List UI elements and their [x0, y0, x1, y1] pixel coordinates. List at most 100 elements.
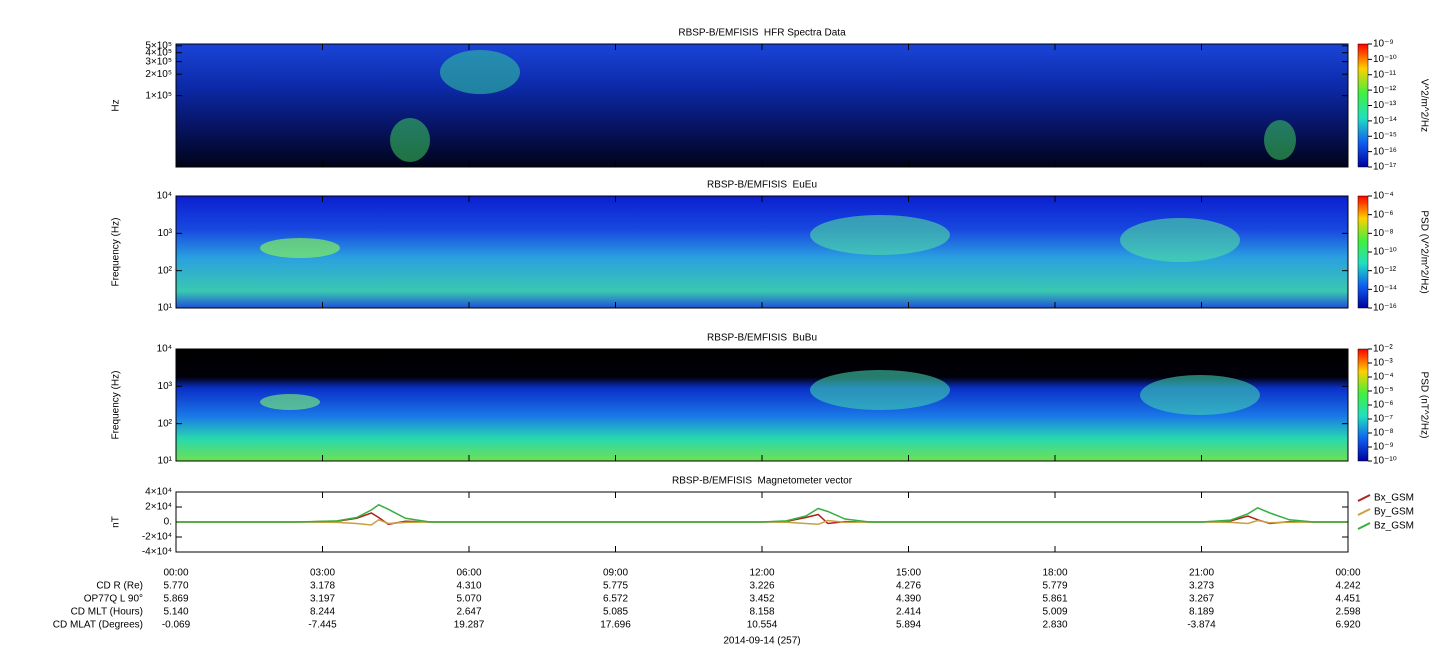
colorbar-tick-label: 10⁻¹⁵ — [1373, 131, 1397, 142]
colorbar-tick-label: 10⁻¹⁰ — [1373, 54, 1397, 65]
ephemeris-value: 10.554 — [747, 620, 778, 631]
panel-frame — [175, 195, 1349, 309]
y-tick-label: 0. — [164, 517, 172, 528]
ephemeris-value: 8.189 — [1189, 607, 1214, 618]
ephemeris-value: 19.287 — [454, 620, 485, 631]
ephemeris-value: 4.390 — [896, 594, 921, 605]
ephemeris-value: 3.226 — [749, 581, 774, 592]
legend-swatch — [1357, 494, 1371, 502]
y-tick-label: 4×10⁵ — [145, 47, 172, 58]
colorbar-tick-label: 10⁻¹³ — [1373, 100, 1397, 111]
colorbar — [1357, 195, 1369, 309]
legend-label: Bz_GSM — [1374, 521, 1414, 532]
colorbar-tick-label: 10⁻³ — [1373, 358, 1393, 369]
x-tick-label: 06:00 — [456, 568, 481, 579]
ephemeris-value: 6.920 — [1335, 620, 1360, 631]
panel-frame — [175, 348, 1349, 462]
y-tick-label: 10³ — [158, 381, 173, 392]
y-tick-label: 3×10⁵ — [145, 56, 172, 67]
ephemeris-label: CD R (Re) — [96, 581, 143, 592]
colorbar-tick-label: 10⁻¹² — [1373, 265, 1397, 276]
y-tick-label: 2×10⁴ — [145, 502, 172, 513]
x-tick-label: 00:00 — [1335, 568, 1360, 579]
colorbar-tick-label: 10⁻⁴ — [1373, 191, 1394, 202]
ephemeris-value: 5.894 — [896, 620, 921, 631]
y-axis-label: Frequency (Hz) — [111, 218, 122, 287]
colorbar — [1357, 43, 1369, 168]
colorbar-tick-label: 10⁻¹⁶ — [1373, 303, 1397, 314]
ephemeris-value: -7.445 — [308, 620, 337, 631]
ephemeris-value: 4.451 — [1335, 594, 1360, 605]
ephemeris-value: 3.273 — [1189, 581, 1214, 592]
ephemeris-value: 3.267 — [1189, 594, 1214, 605]
y-tick-label: 10² — [158, 265, 173, 276]
ephemeris-label: CD MLT (Hours) — [71, 607, 143, 618]
ephemeris-value: 3.178 — [310, 581, 335, 592]
ephemeris-label: OP77Q L 90° — [84, 594, 143, 605]
ephemeris-value: 5.140 — [163, 607, 188, 618]
colorbar — [1357, 348, 1369, 462]
y-tick-label: 10² — [158, 418, 173, 429]
y-tick-label: 10⁴ — [157, 344, 172, 355]
x-tick-label: 03:00 — [310, 568, 335, 579]
ephemeris-value: 5.009 — [1042, 607, 1067, 618]
ephemeris-value: 5.775 — [603, 581, 628, 592]
colorbar-tick-label: 10⁻⁴ — [1373, 372, 1394, 383]
ephemeris-value: 5.861 — [1042, 594, 1067, 605]
ephemeris-value: 8.158 — [749, 607, 774, 618]
ephemeris-value: 3.452 — [749, 594, 774, 605]
y-axis-label: Frequency (Hz) — [111, 371, 122, 440]
ephemeris-value: 5.070 — [456, 594, 481, 605]
colorbar-tick-label: 10⁻⁶ — [1373, 209, 1394, 220]
colorbar-tick-label: 10⁻¹⁰ — [1373, 247, 1397, 258]
ephemeris-value: 2.647 — [456, 607, 481, 618]
legend-swatch — [1357, 508, 1371, 516]
ephemeris-value: 2.830 — [1042, 620, 1067, 631]
colorbar-tick-label: 10⁻¹¹ — [1373, 69, 1397, 80]
series-line — [176, 503, 1348, 523]
y-tick-label: 10³ — [158, 228, 173, 239]
y-tick-label: 2×10⁵ — [145, 69, 172, 80]
y-tick-label: -4×10⁴ — [142, 547, 172, 558]
x-tick-label: 21:00 — [1189, 568, 1214, 579]
ephemeris-value: 2.598 — [1335, 607, 1360, 618]
ephemeris-value: 4.276 — [896, 581, 921, 592]
legend-label: By_GSM — [1374, 507, 1414, 518]
panel-frame — [175, 43, 1349, 168]
colorbar-label: PSD (nT^2/Hz) — [1418, 372, 1429, 439]
x-tick-label: 09:00 — [603, 568, 628, 579]
x-tick-label: 12:00 — [749, 568, 774, 579]
colorbar-tick-label: 10⁻¹⁰ — [1373, 456, 1397, 467]
colorbar-tick-label: 10⁻⁵ — [1373, 386, 1394, 397]
ephemeris-value: 6.572 — [603, 594, 628, 605]
colorbar-tick-label: 10⁻¹² — [1373, 85, 1397, 96]
ephemeris-value: -3.874 — [1187, 620, 1216, 631]
series-line — [176, 518, 1348, 526]
ephemeris-value: 5.085 — [603, 607, 628, 618]
colorbar-tick-label: 10⁻⁹ — [1373, 442, 1394, 453]
x-tick-label: 15:00 — [896, 568, 921, 579]
panel-frame — [175, 491, 1349, 553]
ephemeris-value: 17.696 — [600, 620, 631, 631]
panel-title: RBSP-B/EMFISIS EuEu — [707, 180, 817, 191]
y-tick-label: 10¹ — [158, 456, 173, 467]
colorbar-tick-label: 10⁻¹⁷ — [1373, 162, 1397, 173]
y-tick-label: -2×10⁴ — [142, 532, 172, 543]
ephemeris-value: 5.869 — [163, 594, 188, 605]
colorbar-tick-label: 10⁻¹⁴ — [1373, 284, 1397, 295]
legend-swatch — [1357, 522, 1371, 530]
panel-title: RBSP-B/EMFISIS BuBu — [707, 333, 817, 344]
colorbar-tick-label: 10⁻¹⁶ — [1373, 146, 1397, 157]
spectrogram-texture — [260, 50, 1296, 415]
y-tick-label: 4×10⁴ — [145, 487, 172, 498]
colorbar-tick-label: 10⁻⁸ — [1373, 428, 1394, 439]
panel-title: RBSP-B/EMFISIS Magnetometer vector — [672, 476, 853, 487]
ephemeris-value: 4.242 — [1335, 581, 1360, 592]
colorbar-tick-label: 10⁻¹⁴ — [1373, 116, 1397, 127]
colorbar-tick-label: 10⁻⁹ — [1373, 39, 1394, 50]
y-axis-label: Hz — [111, 99, 122, 111]
spectrogram-image — [176, 44, 1348, 167]
ephemeris-value: 5.770 — [163, 581, 188, 592]
colorbar-tick-label: 10⁻⁷ — [1373, 414, 1393, 425]
